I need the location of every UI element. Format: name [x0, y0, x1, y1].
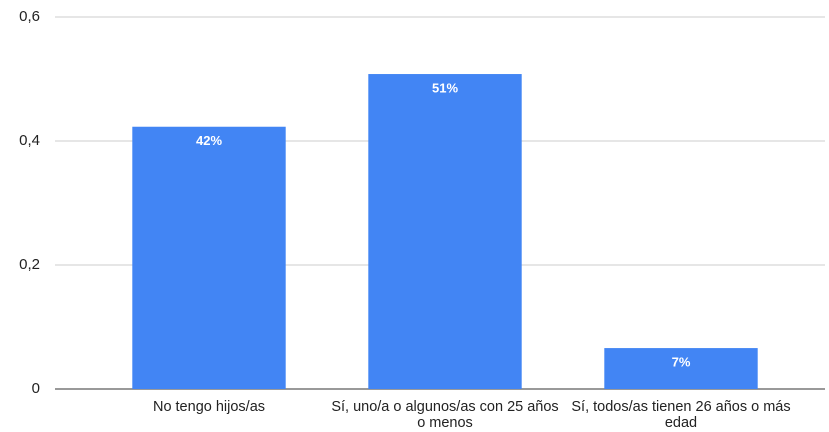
y-tick-label: 0,2: [19, 256, 40, 273]
x-tick-label: No tengo hijos/as: [152, 399, 266, 415]
y-tick-label: 0,6: [19, 8, 40, 25]
value-label: 7%: [672, 355, 691, 370]
bar: [132, 126, 286, 390]
value-label: 42%: [196, 133, 222, 148]
y-tick-label: 0: [32, 380, 40, 397]
value-label: 51%: [432, 80, 458, 95]
bar: [368, 74, 522, 389]
y-tick-label: 0,4: [19, 132, 40, 149]
x-tick-label: Sí, todos/as tienen 26 años o más edad: [571, 399, 791, 431]
bar: [604, 348, 758, 389]
x-tick-label: Sí, uno/a o algunos/as con 25 años o men…: [331, 399, 559, 431]
